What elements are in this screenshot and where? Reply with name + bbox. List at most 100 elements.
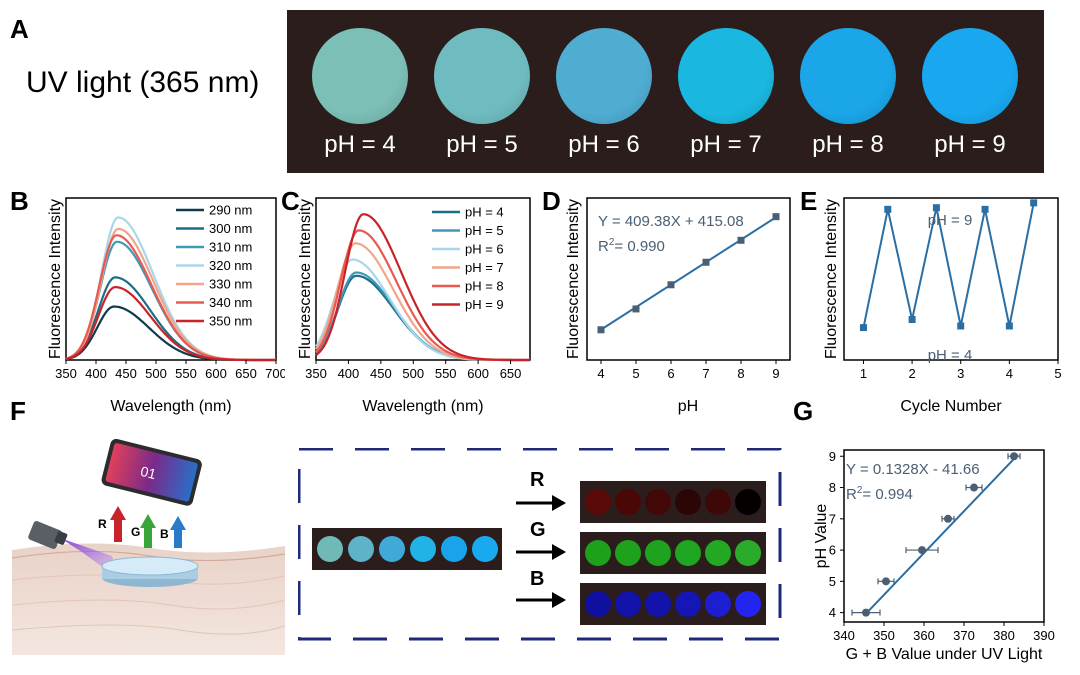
legend-label: pH = 4	[465, 205, 504, 220]
chart-d-intensity-vs-ph: 4 5 6 7 8 9 Y = 409.38X + 415.08 R2= 0.990 Fl…	[565, 197, 791, 415]
data-point	[597, 326, 605, 334]
legend-label: 300 nm	[209, 221, 252, 236]
rgb-decomposition-box: R G B	[298, 448, 782, 641]
channel-disc	[585, 591, 611, 617]
panel-label-f: F	[10, 396, 26, 426]
data-point	[970, 483, 978, 492]
fit-line	[863, 453, 1019, 617]
x-tick-label: 360	[913, 628, 935, 643]
channel-disc	[472, 536, 498, 562]
legend-label: 320 nm	[209, 258, 252, 273]
data-point	[632, 305, 640, 313]
arrow-right-icon	[516, 544, 566, 560]
x-tick-label: 500	[402, 366, 424, 381]
channel-disc	[735, 540, 761, 566]
x-tick-label: 500	[145, 366, 167, 381]
blue-arrow-icon	[170, 516, 186, 548]
data-point	[667, 281, 675, 289]
sample-label-ph7: pH = 7	[690, 131, 762, 158]
x-tick-label: 380	[993, 628, 1015, 643]
sample-photo-strip: pH = 4 pH = 5 pH = 6 pH = 7 pH = 8 pH = …	[287, 10, 1044, 173]
x-tick-label: 3	[957, 366, 964, 381]
chart-b-ylabel: Fluorescence Intensity	[47, 199, 64, 359]
y-tick-label: 5	[829, 574, 836, 589]
channel-disc	[675, 489, 701, 515]
green-arrow-icon	[140, 514, 156, 548]
sample-label-ph6: pH = 6	[568, 131, 640, 158]
data-point	[932, 204, 940, 212]
channel-disc	[735, 489, 761, 515]
chart-c-emission-by-ph: 350 400 450 500 550 600 650 pH = 4 pH = 5 pH = 6…	[297, 197, 531, 415]
data-point	[944, 514, 952, 523]
chart-g-xlabel: G + B Value under UV Light	[846, 646, 1043, 663]
x-tick-label: 5	[632, 366, 639, 381]
phone-screen-text: 01	[139, 463, 158, 482]
sample-label-ph4: pH = 4	[324, 131, 396, 158]
channel-disc	[705, 489, 731, 515]
chart-c-ylabel: Fluorescence Intensity	[297, 199, 314, 359]
x-tick-label: 550	[435, 366, 457, 381]
data-point	[1030, 199, 1038, 207]
x-tick-label: 8	[737, 366, 744, 381]
chart-g-ylabel: pH Value	[813, 504, 830, 569]
data-point	[1010, 452, 1018, 461]
x-tick-label: 350	[873, 628, 895, 643]
legend-label: 290 nm	[209, 203, 252, 218]
x-tick-label: 400	[338, 366, 360, 381]
data-point	[957, 322, 965, 330]
channel-disc	[645, 489, 671, 515]
x-tick-label: 450	[115, 366, 137, 381]
legend-label: 350 nm	[209, 314, 252, 329]
x-tick-label: 2	[908, 366, 915, 381]
channel-disc	[348, 536, 374, 562]
chart-d-r2: R2= 0.990	[598, 237, 665, 255]
chart-e-annot-high: pH = 9	[928, 212, 973, 229]
sample-disc-ph7	[678, 28, 774, 124]
channel-disc	[675, 591, 701, 617]
chart-g-r2: R2= 0.994	[846, 485, 913, 503]
x-tick-label: 400	[85, 366, 107, 381]
sample-disc-ph4	[312, 28, 408, 124]
channel-disc	[705, 540, 731, 566]
chart-d-ylabel: Fluorescence Intensity	[565, 199, 582, 359]
rgb-label-b: B	[160, 527, 169, 541]
channel-disc	[645, 591, 671, 617]
sample-disc-ph5	[434, 28, 530, 124]
skin-tissue	[12, 543, 285, 655]
chart-e-cycling: 1 2 3 4 5 pH = 9 pH = 4 Fluorescence Intensi…	[823, 197, 1062, 415]
channel-disc	[585, 540, 611, 566]
cycle-line	[862, 202, 1035, 328]
chart-g-equation: Y = 0.1328X - 41.66	[846, 461, 980, 478]
chart-b-xlabel: Wavelength (nm)	[110, 398, 231, 415]
y-tick-label: 8	[829, 480, 836, 495]
sample-disc-ph9	[922, 28, 1018, 124]
uv-beam	[60, 538, 120, 580]
channel-disc	[615, 489, 641, 515]
channel-label-b: B	[530, 568, 544, 590]
uv-light-title: UV light (365 nm)	[26, 66, 260, 99]
channel-label-g: G	[530, 519, 546, 541]
panel-label-g: G	[793, 396, 814, 426]
arrow-right-icon	[516, 592, 566, 608]
chart-c-xlabel: Wavelength (nm)	[362, 398, 483, 415]
channel-disc	[585, 489, 611, 515]
legend-label: 330 nm	[209, 277, 252, 292]
data-point	[908, 316, 916, 323]
y-tick-label: 9	[829, 449, 836, 464]
x-tick-label: 650	[235, 366, 257, 381]
y-tick-label: 4	[829, 605, 836, 620]
data-point	[737, 236, 745, 244]
sample-label-ph9: pH = 9	[934, 131, 1006, 158]
x-tick-label: 370	[953, 628, 975, 643]
rgb-label-r: R	[98, 517, 107, 531]
chart-g-ph-vs-gb: 340 350 360 370 380 390 4 5 6 7 8 9 Y = 0.1328X - …	[813, 449, 1055, 663]
channel-disc	[645, 540, 671, 566]
chart-d-xlabel: pH	[678, 398, 698, 415]
smartphone-icon: 01	[101, 438, 202, 506]
y-tick-label: 6	[829, 543, 836, 558]
data-point	[859, 324, 867, 332]
data-point	[702, 258, 710, 266]
x-tick-label: 650	[500, 366, 522, 381]
chart-e-xlabel: Cycle Number	[900, 398, 1002, 415]
legend-label: pH = 7	[465, 260, 504, 275]
